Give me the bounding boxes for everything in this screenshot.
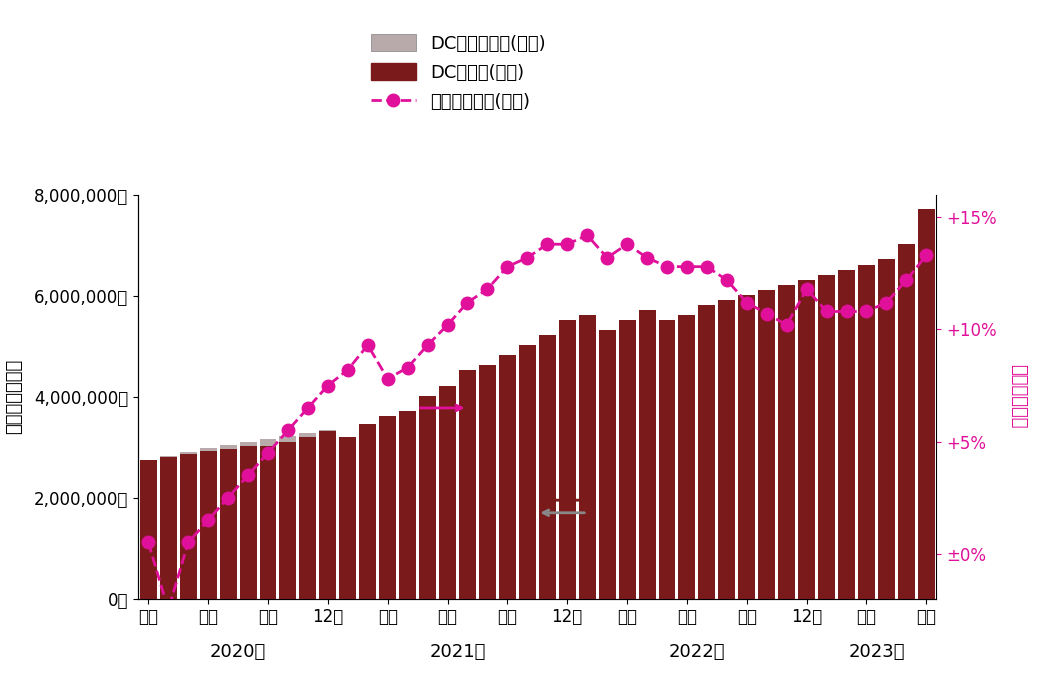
Bar	[599, 330, 616, 599]
Bar	[898, 244, 915, 599]
Bar	[439, 434, 456, 599]
Bar	[299, 436, 316, 599]
Bar	[519, 345, 536, 599]
Bar	[499, 356, 516, 599]
Bar	[878, 411, 895, 599]
Bar	[239, 442, 256, 599]
Bar	[679, 315, 696, 599]
Bar	[260, 446, 277, 599]
Bar	[838, 269, 855, 599]
Bar	[738, 295, 755, 599]
Bar	[499, 431, 516, 599]
Bar	[260, 438, 277, 599]
Bar	[918, 209, 935, 599]
Bar	[360, 439, 377, 599]
Bar	[618, 425, 635, 599]
Bar	[219, 449, 236, 599]
Bar	[139, 460, 156, 599]
Bar	[200, 448, 217, 599]
Bar	[759, 418, 776, 599]
Bar	[818, 275, 835, 599]
Bar	[280, 442, 297, 599]
Bar	[718, 420, 735, 599]
Bar	[319, 431, 336, 599]
Bar	[878, 260, 895, 599]
Bar	[759, 290, 776, 599]
Bar	[798, 280, 815, 599]
Bar	[659, 320, 676, 599]
Bar	[559, 320, 576, 599]
Bar	[319, 430, 336, 599]
Bar	[718, 300, 735, 599]
Bar	[738, 420, 755, 599]
Bar	[419, 434, 436, 599]
Bar	[299, 432, 316, 599]
Bar	[399, 411, 416, 599]
Y-axis label: 加入来利回り: 加入来利回り	[1010, 365, 1027, 429]
Bar	[818, 416, 835, 599]
Bar	[339, 442, 356, 599]
Bar	[419, 396, 436, 599]
Text: 2020年: 2020年	[210, 643, 266, 661]
Bar	[778, 418, 795, 599]
Text: 2021年: 2021年	[430, 643, 485, 661]
Bar	[538, 429, 555, 599]
Bar	[898, 409, 915, 599]
Bar	[160, 457, 177, 599]
Bar	[459, 370, 476, 599]
Bar	[239, 446, 256, 599]
Text: 2023年: 2023年	[848, 643, 904, 661]
Bar	[579, 427, 596, 599]
Bar	[479, 365, 496, 599]
Bar	[778, 285, 795, 599]
Bar	[439, 386, 456, 599]
Bar	[280, 436, 297, 599]
Bar	[798, 416, 815, 599]
Bar	[679, 422, 696, 599]
Bar	[599, 427, 616, 599]
Bar	[339, 436, 356, 599]
Bar	[918, 406, 935, 599]
Legend: DC拠出金累計(左軸), DC評価額(左軸), 加入来利回り(右軸): DC拠出金累計(左軸), DC評価額(左軸), 加入来利回り(右軸)	[370, 34, 546, 111]
Bar	[519, 429, 536, 599]
Bar	[698, 305, 715, 599]
Bar	[659, 423, 676, 599]
Bar	[180, 454, 197, 599]
Bar	[638, 310, 655, 599]
Bar	[479, 432, 496, 599]
Text: 2022年: 2022年	[668, 643, 726, 661]
Bar	[638, 425, 655, 599]
Bar	[559, 427, 576, 599]
Bar	[838, 413, 855, 599]
Bar	[360, 424, 377, 599]
Bar	[379, 416, 396, 599]
Bar	[858, 412, 875, 599]
Bar	[180, 452, 197, 599]
Bar	[579, 315, 596, 599]
Bar	[459, 432, 476, 599]
Bar	[538, 335, 555, 599]
Bar	[139, 460, 156, 599]
Bar	[379, 436, 396, 599]
Bar	[160, 456, 177, 599]
Bar	[698, 422, 715, 599]
Bar	[399, 436, 416, 599]
Bar	[219, 445, 236, 599]
Bar	[618, 320, 635, 599]
Bar	[858, 264, 875, 599]
Bar	[200, 451, 217, 599]
Y-axis label: 拠出額、評価額: 拠出額、評価額	[5, 359, 23, 434]
